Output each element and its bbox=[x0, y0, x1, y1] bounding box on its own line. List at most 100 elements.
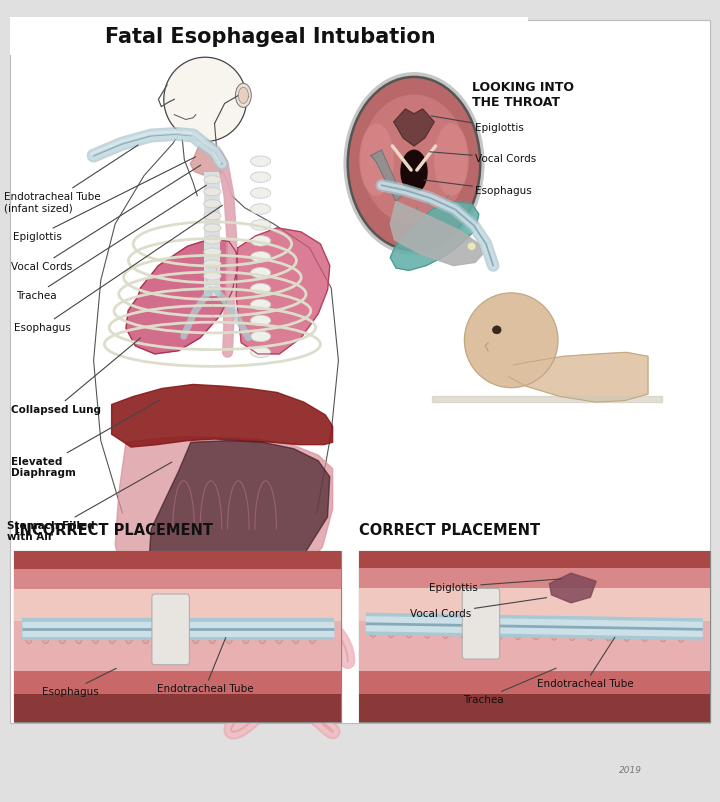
Ellipse shape bbox=[204, 237, 221, 245]
Ellipse shape bbox=[348, 78, 480, 251]
FancyBboxPatch shape bbox=[14, 569, 341, 589]
Ellipse shape bbox=[387, 617, 395, 638]
Ellipse shape bbox=[513, 619, 522, 640]
Ellipse shape bbox=[677, 622, 685, 642]
Ellipse shape bbox=[158, 623, 166, 644]
Ellipse shape bbox=[251, 156, 271, 167]
Ellipse shape bbox=[251, 172, 271, 183]
Ellipse shape bbox=[41, 623, 50, 644]
Ellipse shape bbox=[204, 285, 221, 293]
Ellipse shape bbox=[58, 623, 66, 644]
Polygon shape bbox=[390, 202, 482, 266]
Ellipse shape bbox=[204, 176, 221, 184]
Polygon shape bbox=[394, 110, 434, 147]
Ellipse shape bbox=[108, 623, 117, 644]
Ellipse shape bbox=[405, 618, 413, 638]
Polygon shape bbox=[236, 229, 330, 354]
Text: Vocal Cords: Vocal Cords bbox=[430, 152, 536, 164]
FancyBboxPatch shape bbox=[14, 622, 341, 671]
Text: Vocal Cords: Vocal Cords bbox=[410, 598, 546, 618]
FancyBboxPatch shape bbox=[14, 671, 341, 694]
Polygon shape bbox=[148, 441, 330, 603]
FancyBboxPatch shape bbox=[359, 694, 710, 722]
Ellipse shape bbox=[641, 621, 649, 642]
Polygon shape bbox=[497, 353, 648, 403]
Ellipse shape bbox=[251, 332, 271, 342]
FancyBboxPatch shape bbox=[14, 589, 341, 622]
Ellipse shape bbox=[258, 623, 266, 644]
Text: Esophagus: Esophagus bbox=[14, 206, 222, 332]
Ellipse shape bbox=[423, 618, 432, 638]
Ellipse shape bbox=[369, 617, 377, 638]
Ellipse shape bbox=[308, 623, 317, 644]
FancyBboxPatch shape bbox=[359, 588, 710, 622]
Ellipse shape bbox=[251, 237, 271, 247]
Ellipse shape bbox=[532, 619, 541, 640]
Ellipse shape bbox=[241, 623, 250, 644]
Ellipse shape bbox=[659, 622, 667, 642]
Ellipse shape bbox=[204, 213, 221, 221]
Ellipse shape bbox=[204, 249, 221, 257]
Polygon shape bbox=[112, 385, 333, 448]
FancyBboxPatch shape bbox=[10, 18, 528, 56]
Ellipse shape bbox=[204, 273, 221, 281]
Text: INCORRECT PLACEMENT: INCORRECT PLACEMENT bbox=[14, 522, 213, 537]
Ellipse shape bbox=[361, 95, 467, 225]
FancyBboxPatch shape bbox=[152, 594, 189, 665]
Ellipse shape bbox=[251, 205, 271, 215]
Text: Elevated
Diaphragm: Elevated Diaphragm bbox=[11, 401, 160, 477]
Text: Fatal Esophageal Intubation: Fatal Esophageal Intubation bbox=[104, 27, 436, 47]
FancyBboxPatch shape bbox=[359, 552, 710, 568]
Ellipse shape bbox=[400, 151, 428, 194]
Text: Epiglottis: Epiglottis bbox=[429, 579, 561, 592]
Ellipse shape bbox=[238, 88, 248, 104]
FancyBboxPatch shape bbox=[359, 671, 710, 694]
Ellipse shape bbox=[235, 84, 251, 108]
FancyBboxPatch shape bbox=[14, 552, 341, 722]
FancyBboxPatch shape bbox=[359, 568, 710, 588]
Ellipse shape bbox=[441, 618, 450, 638]
Ellipse shape bbox=[477, 618, 486, 639]
Ellipse shape bbox=[275, 623, 284, 644]
Polygon shape bbox=[371, 151, 402, 202]
Ellipse shape bbox=[251, 268, 271, 278]
Polygon shape bbox=[432, 397, 662, 403]
Ellipse shape bbox=[459, 618, 468, 639]
Ellipse shape bbox=[343, 73, 485, 256]
Ellipse shape bbox=[251, 347, 271, 358]
Ellipse shape bbox=[359, 124, 394, 196]
Ellipse shape bbox=[192, 623, 200, 644]
Ellipse shape bbox=[91, 623, 100, 644]
Ellipse shape bbox=[251, 300, 271, 310]
Ellipse shape bbox=[24, 623, 33, 644]
Text: Esophagus: Esophagus bbox=[42, 669, 117, 696]
Ellipse shape bbox=[204, 200, 221, 209]
Text: Trachea: Trachea bbox=[463, 668, 556, 704]
Polygon shape bbox=[115, 437, 333, 608]
Text: Endotracheal Tube: Endotracheal Tube bbox=[537, 638, 634, 688]
Ellipse shape bbox=[251, 252, 271, 263]
Text: CORRECT PLACEMENT: CORRECT PLACEMENT bbox=[359, 522, 540, 537]
Ellipse shape bbox=[586, 620, 595, 641]
Text: Vocal Cords: Vocal Cords bbox=[11, 166, 201, 271]
Text: Epiglottis: Epiglottis bbox=[431, 117, 524, 133]
Ellipse shape bbox=[292, 623, 300, 644]
Ellipse shape bbox=[163, 59, 246, 143]
Ellipse shape bbox=[604, 621, 613, 642]
Polygon shape bbox=[190, 140, 226, 178]
Ellipse shape bbox=[464, 294, 558, 388]
Ellipse shape bbox=[125, 623, 133, 644]
Ellipse shape bbox=[251, 284, 271, 294]
Text: Stomach Filled
with Air: Stomach Filled with Air bbox=[7, 463, 172, 541]
Text: Endotracheal Tube
(infant sized): Endotracheal Tube (infant sized) bbox=[4, 146, 138, 213]
Ellipse shape bbox=[550, 620, 559, 641]
FancyBboxPatch shape bbox=[14, 694, 341, 722]
Ellipse shape bbox=[467, 243, 476, 251]
FancyBboxPatch shape bbox=[359, 552, 710, 722]
Ellipse shape bbox=[251, 188, 271, 199]
Text: Collapsed Lung: Collapsed Lung bbox=[11, 338, 140, 414]
FancyBboxPatch shape bbox=[359, 622, 710, 671]
FancyBboxPatch shape bbox=[14, 552, 341, 569]
Polygon shape bbox=[490, 357, 514, 379]
Ellipse shape bbox=[568, 620, 577, 641]
